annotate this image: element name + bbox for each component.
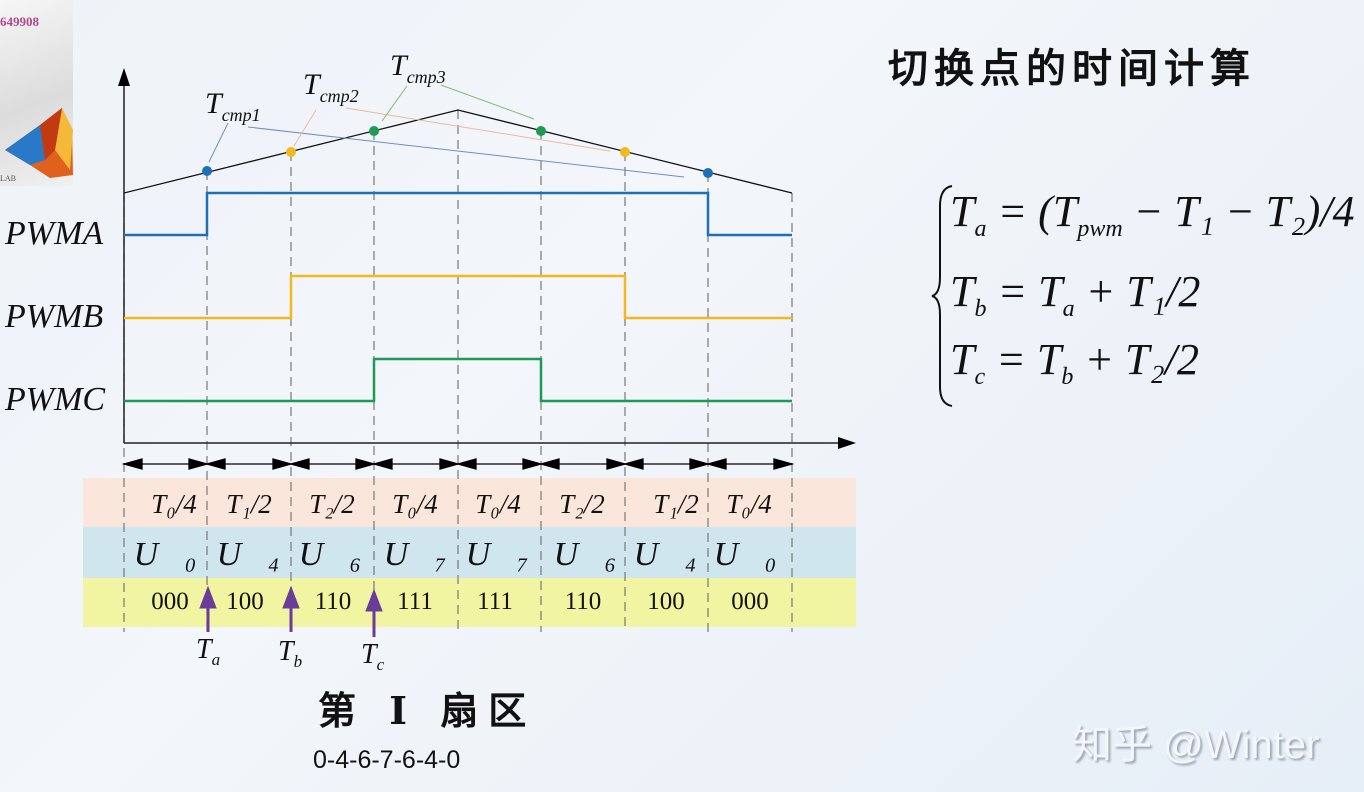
cmp2-point: [620, 147, 630, 157]
formula-line-ta: Ta = (Tpwm − T₁ − T₂)/4: [950, 187, 1355, 242]
cmp2-label: Tcmp2: [303, 68, 359, 106]
svg-text:U⃗₇: U⃗₇: [384, 536, 447, 573]
svg-text:100: 100: [226, 588, 264, 615]
cmp3-point: [536, 126, 546, 136]
matlab-logo: 649908 LAB: [0, 0, 73, 186]
pwmc-waveform: [124, 357, 792, 403]
durations-band: [83, 478, 856, 527]
svg-text:100: 100: [647, 588, 685, 615]
vectors-band: [83, 527, 856, 578]
x-axis-arrow-icon: [838, 437, 856, 449]
cmp2-leader: [293, 109, 317, 147]
tb-label: Tb: [278, 636, 302, 671]
svg-text:110: 110: [565, 588, 602, 615]
cmp1-point: [202, 166, 212, 176]
svg-text:T₀/4: T₀/4: [151, 489, 196, 519]
formula-line-tc: Tc = Tb + T₂/2: [950, 335, 1199, 390]
cmp1-point: [703, 168, 713, 178]
svg-text:U⃗₄: U⃗₄: [217, 536, 280, 573]
cmp2-point: [286, 147, 296, 157]
svg-text:T₁/2: T₁/2: [226, 489, 271, 519]
cmp3-leader-long: [440, 84, 535, 120]
logo-caption: LAB: [0, 174, 16, 183]
carrier-triangle: [123, 109, 793, 194]
pwmb-label: PWMB: [5, 298, 104, 335]
cmp3-point: [369, 126, 379, 136]
svg-text:T₀/4: T₀/4: [392, 489, 437, 519]
svg-text:T₁/2: T₁/2: [653, 489, 698, 519]
cmp1-leader: [208, 122, 229, 163]
pwma-label: PWMA: [5, 215, 104, 252]
switch-time-formula: Ta = (Tpwm − T₁ − T₂)/4 Tb = Ta + T₁/2 T…: [930, 182, 1354, 412]
tc-label: Tc: [361, 639, 385, 674]
svg-text:U⃗₀: U⃗₀: [714, 536, 777, 573]
durations-row: T₀/4 T₁/2 T₂/2 T₀/4 T₀/4 T₂/2 T₁/2 T₀/4: [151, 489, 771, 519]
cmp2-leader-long: [345, 107, 611, 152]
svg-text:110: 110: [315, 588, 352, 615]
sector-label: 第 Ⅰ 扇区: [318, 688, 537, 733]
cmp1-leader-long: [247, 126, 685, 178]
pwmc-label: PWMC: [5, 381, 106, 418]
vectors-row: U⃗₀ U⃗₄ U⃗₆ U⃗₇ U⃗₇ U⃗₆ U⃗₄ U⃗₀: [134, 536, 777, 573]
svg-text:U⃗₇: U⃗₇: [466, 536, 529, 573]
pwmb-waveform: [124, 274, 792, 320]
svg-text:U⃗₄: U⃗₄: [634, 536, 697, 573]
page-title: 切换点的时间计算: [888, 45, 1256, 92]
svg-text:111: 111: [397, 588, 433, 615]
svg-text:U⃗₆: U⃗₆: [554, 536, 617, 573]
logo-text: 649908: [0, 14, 39, 29]
interval-arrows: [121, 458, 795, 470]
svg-text:T₂/2: T₂/2: [559, 489, 604, 519]
vector-sequence: 0-4-6-7-6-4-0: [313, 746, 461, 774]
pwm-timing-diagram: Tcmp1 Tcmp2 Tcmp3 Ta Tb Tc T₀/4 T₁/2 T₂/…: [83, 49, 856, 674]
svg-text:T₀/4: T₀/4: [726, 489, 771, 519]
svg-text:000: 000: [151, 588, 189, 615]
cmp1-label: Tcmp1: [205, 87, 261, 125]
y-axis-arrow-icon: [118, 68, 130, 86]
formula-line-tb: Tb = Ta + T₁/2: [950, 267, 1201, 322]
svg-text:111: 111: [477, 588, 513, 615]
states-row: 000 100 110 111 111 110 100 000: [151, 588, 769, 615]
svg-text:000: 000: [731, 588, 769, 615]
cmp3-label: Tcmp3: [390, 49, 446, 87]
left-brace-icon: [931, 185, 953, 407]
cmp3-leader: [381, 85, 408, 122]
svg-text:U⃗₀: U⃗₀: [134, 536, 197, 573]
svg-text:T₀/4: T₀/4: [475, 489, 520, 519]
svg-text:U⃗₆: U⃗₆: [299, 536, 362, 573]
ta-label: Ta: [196, 634, 220, 669]
svg-text:T₂/2: T₂/2: [309, 489, 354, 519]
watermark: 知乎 @Winter: [1072, 723, 1320, 767]
switch-arrows: [199, 585, 383, 637]
matlab-membrane-icon: [5, 108, 73, 178]
pwma-waveform: [124, 191, 792, 237]
